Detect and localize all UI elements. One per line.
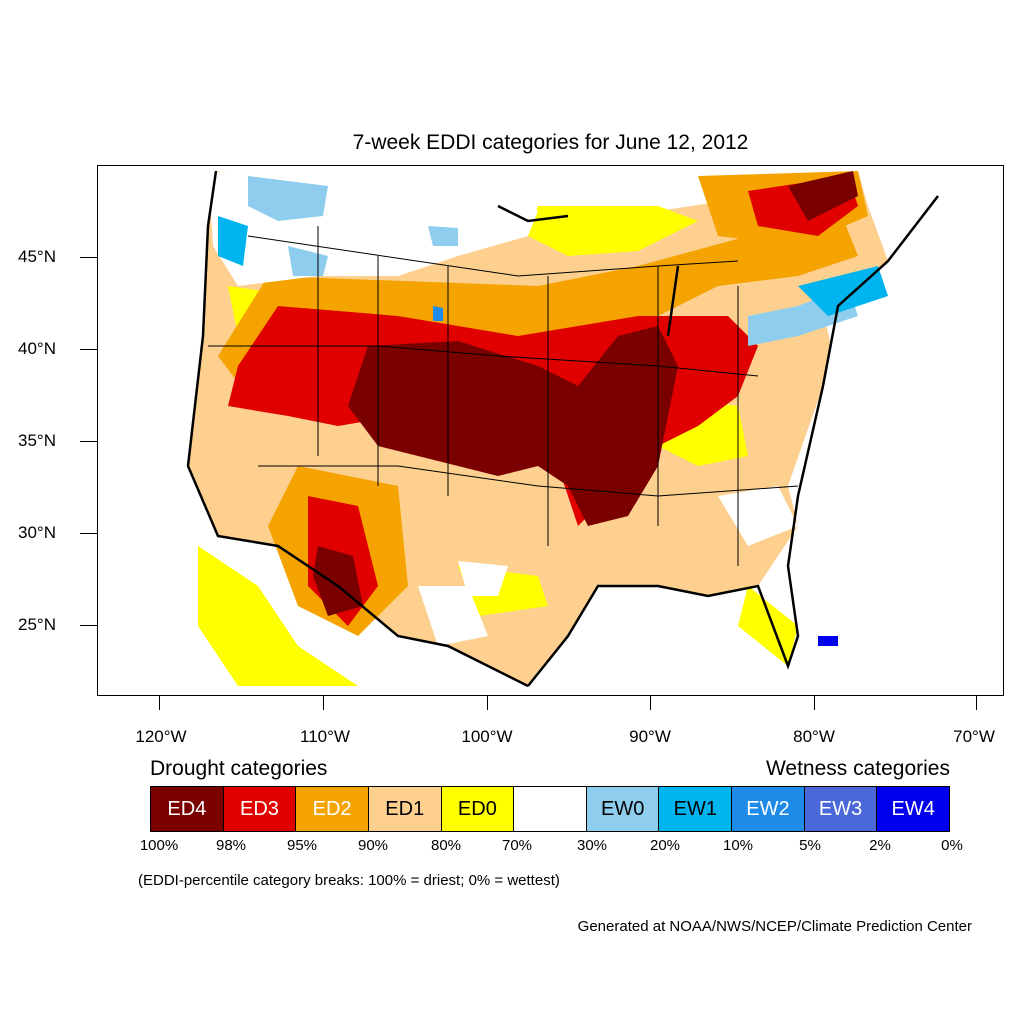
legend-box: EW0 [586, 787, 660, 831]
map-region-ed4 [788, 171, 858, 221]
map-region-ew0 [248, 176, 328, 221]
coastlines [186, 170, 939, 688]
drought-categories-title: Drought categories [150, 757, 328, 780]
map-region-ed0 [198, 546, 358, 686]
lat-tick [80, 441, 97, 442]
percent-label: 80% [430, 837, 462, 854]
map-region-ed4 [313, 546, 363, 616]
percent-label: 98% [215, 837, 247, 854]
map-title: 7-week EDDI categories for June 12, 2012 [352, 131, 749, 154]
percent-label: 70% [501, 837, 533, 854]
map-region-ed0 [528, 206, 698, 256]
legend-box: ED1 [368, 787, 442, 831]
lon-label: 110°W [300, 727, 350, 746]
legend-box: ED2 [296, 787, 369, 831]
lat-label: 40°N [18, 339, 56, 358]
eddi-map-canvas [186, 170, 939, 688]
map-region-ew0 [428, 226, 458, 246]
legend-box: EW3 [804, 787, 878, 831]
legend-box: EW1 [659, 787, 733, 831]
map-region-ew1 [798, 266, 888, 316]
lat-label: 25°N [18, 615, 56, 634]
map-region-ew2 [433, 306, 443, 321]
lat-label: 35°N [18, 431, 56, 450]
state-borders [208, 226, 799, 566]
lat-tick [80, 533, 97, 534]
percent-label: 100% [139, 837, 179, 854]
percent-label: 30% [576, 837, 608, 854]
lon-label: 100°W [461, 727, 513, 746]
legend-bar: ED4 ED3 ED2 ED1 ED0 EW0 EW1 EW2 EW3 EW4 [150, 786, 950, 832]
map-region-ew1 [218, 216, 248, 266]
percent-label: 20% [649, 837, 681, 854]
map-region-ed0 [738, 586, 798, 666]
category-breaks-note: (EDDI-percentile category breaks: 100% =… [138, 872, 560, 889]
percent-label: 2% [869, 837, 891, 854]
lon-tick [814, 696, 815, 710]
lon-label: 70°W [953, 727, 995, 746]
percent-label: 90% [357, 837, 389, 854]
lon-tick [650, 696, 651, 710]
map-region-neutral [458, 561, 508, 596]
percent-label: 10% [722, 837, 754, 854]
percent-label: 0% [941, 837, 963, 854]
lon-tick [159, 696, 160, 710]
eddi-map [97, 165, 1004, 696]
map-region-neutral [418, 586, 488, 646]
wetness-categories-title: Wetness categories [765, 757, 950, 780]
percent-label: 5% [799, 837, 821, 854]
lon-tick [323, 696, 324, 710]
legend-box: EW4 [877, 787, 950, 831]
lon-tick [487, 696, 488, 710]
lon-label: 90°W [629, 727, 671, 746]
legend-box: ED0 [441, 787, 515, 831]
lon-label: 120°W [135, 727, 187, 746]
credit-line: Generated at NOAA/NWS/NCEP/Climate Predi… [577, 918, 972, 935]
lat-tick [80, 349, 97, 350]
map-region-ew4 [818, 636, 838, 646]
lon-label: 80°W [793, 727, 835, 746]
legend-box: ED3 [223, 787, 297, 831]
map-region-ed4 [348, 326, 678, 526]
percent-label: 95% [286, 837, 318, 854]
lat-tick [80, 625, 97, 626]
legend-box: ED4 [151, 787, 224, 831]
lat-label: 45°N [18, 247, 56, 266]
legend-box: EW2 [732, 787, 805, 831]
lat-label: 30°N [18, 523, 56, 542]
legend-box [514, 787, 587, 831]
lon-tick [976, 696, 977, 710]
lat-tick [80, 257, 97, 258]
